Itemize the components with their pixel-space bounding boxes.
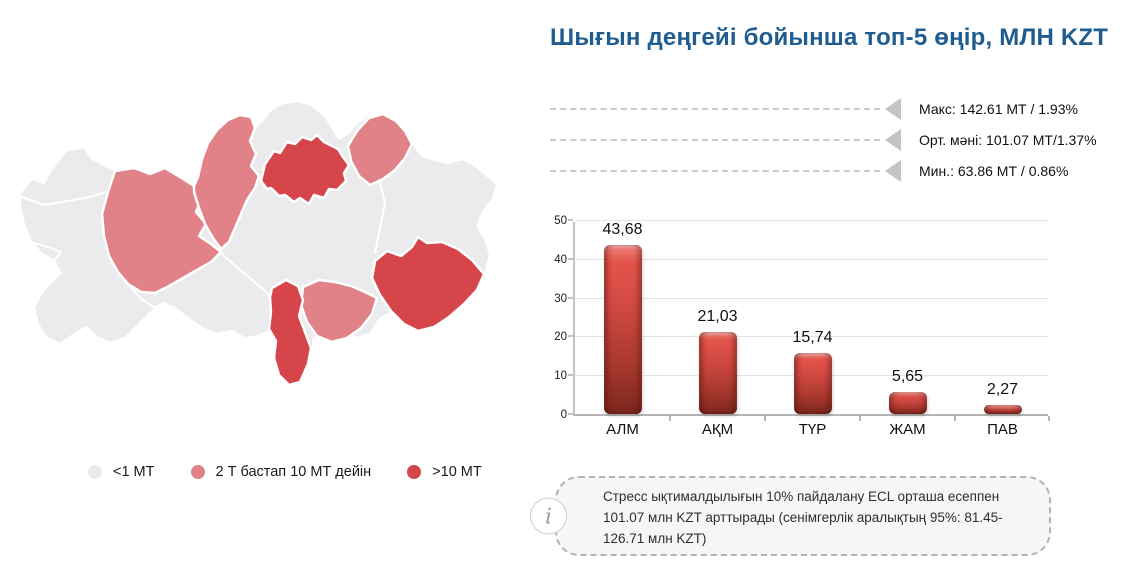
dashed-leader-line: [550, 107, 880, 110]
map-inner-border: [127, 283, 167, 308]
region-east-kazakhstan[interactable]: [370, 235, 486, 333]
y-axis-label: 10: [554, 370, 567, 383]
y-axis-tick: [568, 257, 573, 260]
stat-indicators: Макс: 142.61 МТ / 1.93% Орт. мәні: 101.0…: [550, 93, 1097, 186]
chart-bar[interactable]: [793, 352, 832, 414]
legend-label: >10 МТ: [432, 464, 482, 480]
x-axis-label: ЖАМ: [889, 421, 926, 438]
legend-swatch-high-icon: [407, 465, 422, 479]
y-axis-tick: [568, 296, 573, 299]
bar-value-label: 15,74: [792, 328, 833, 346]
region-zhambyl[interactable]: [299, 278, 379, 344]
legend-swatch-mid-icon: [190, 465, 205, 479]
gridline: [575, 220, 1048, 221]
chart-bar[interactable]: [603, 244, 642, 414]
indicator-min: Мин.: 63.86 МТ / 0.86%: [550, 155, 1097, 186]
y-axis-label: 30: [554, 292, 567, 305]
page-title: Шығын деңгейі бойынша топ-5 өңір, МЛН KZ…: [550, 24, 1109, 51]
map-inner-border: [211, 244, 272, 300]
dashed-leader-line: [550, 138, 880, 141]
gridline: [575, 258, 1048, 260]
map-inner-border: [374, 178, 386, 254]
bar-chart: 0 10 20 30 40 50 43,68 АЛМ 21,03 АҚМ 15,74 ТҮР 5,65 Ж…: [550, 214, 1080, 446]
info-icon: i: [530, 497, 567, 535]
indicator-mean: Орт. мәні: 101.07 МТ/1.37%: [550, 124, 1097, 155]
y-axis-label: 40: [554, 253, 567, 266]
y-axis-tick: [568, 219, 573, 221]
legend-swatch-low-icon: [88, 465, 102, 479]
note-text: Стресс ықтималдылығын 10% пайдалану ECL …: [603, 489, 1003, 546]
kazakhstan-map-svg: [19, 100, 498, 387]
x-axis-tick: [669, 416, 671, 421]
kazakhstan-map: [8, 85, 508, 415]
y-axis-label: 50: [554, 215, 567, 227]
bar-value-label: 43,68: [602, 220, 643, 238]
pointer-triangle-icon: [885, 128, 901, 151]
dashed-leader-line: [550, 169, 880, 172]
chart-bar[interactable]: [698, 332, 737, 414]
indicator-max: Макс: 142.61 МТ / 1.93%: [550, 93, 1097, 124]
chart-bar[interactable]: [888, 392, 927, 414]
y-axis-label: 0: [560, 409, 567, 421]
region-aktobe[interactable]: [100, 166, 223, 295]
y-axis-tick: [568, 335, 573, 338]
legend-label: 2 Т бастап 10 МТ дейін: [215, 464, 372, 480]
note-box: i Стресс ықтималдылығын 10% пайдалану EC…: [530, 476, 1051, 556]
bar-value-label: 21,03: [697, 308, 738, 326]
x-axis-label: ТҮР: [798, 421, 827, 438]
x-axis-label: ПАВ: [987, 421, 1018, 438]
map-legend: <1 МТ 2 Т бастап 10 МТ дейін >10 МТ: [88, 464, 482, 480]
region-turkistan[interactable]: [267, 278, 313, 387]
legend-label: <1 МТ: [113, 464, 155, 480]
y-axis-tick: [568, 374, 573, 377]
gridline: [575, 336, 1048, 338]
bar-value-label: 5,65: [891, 368, 924, 386]
region-kostanay[interactable]: [192, 113, 261, 251]
region-pavlodar[interactable]: [346, 112, 414, 187]
legend-item-mid: 2 Т бастап 10 МТ дейін: [190, 464, 372, 480]
bar-chart-plot-area: 0 10 20 30 40 50 43,68 АЛМ 21,03 АҚМ 15,74 ТҮР 5,65 Ж…: [554, 215, 1050, 438]
y-axis-label: 20: [554, 331, 567, 344]
x-axis-label: АҚМ: [701, 421, 734, 438]
indicator-label: Макс: 142.61 МТ / 1.93%: [919, 100, 1078, 117]
gridline: [575, 297, 1048, 299]
legend-item-high: >10 МТ: [407, 464, 482, 480]
x-axis-tick: [954, 416, 956, 421]
indicator-label: Орт. мәні: 101.07 МТ/1.37%: [919, 131, 1097, 148]
region-akmola[interactable]: [259, 133, 351, 206]
x-axis-tick: [764, 416, 766, 421]
x-axis-label: АЛМ: [606, 421, 639, 438]
y-axis-tick: [568, 413, 573, 415]
bar-value-label: 2,27: [986, 381, 1019, 399]
x-axis-tick: [1048, 416, 1050, 421]
chart-bar[interactable]: [983, 405, 1022, 414]
x-axis-tick: [859, 416, 861, 421]
legend-item-low: <1 МТ: [88, 464, 155, 480]
map-inner-border: [30, 241, 62, 262]
indicator-label: Мин.: 63.86 МТ / 0.86%: [919, 162, 1069, 179]
pointer-triangle-icon: [885, 97, 901, 120]
pointer-triangle-icon: [885, 159, 901, 182]
map-inner-border: [21, 191, 106, 206]
